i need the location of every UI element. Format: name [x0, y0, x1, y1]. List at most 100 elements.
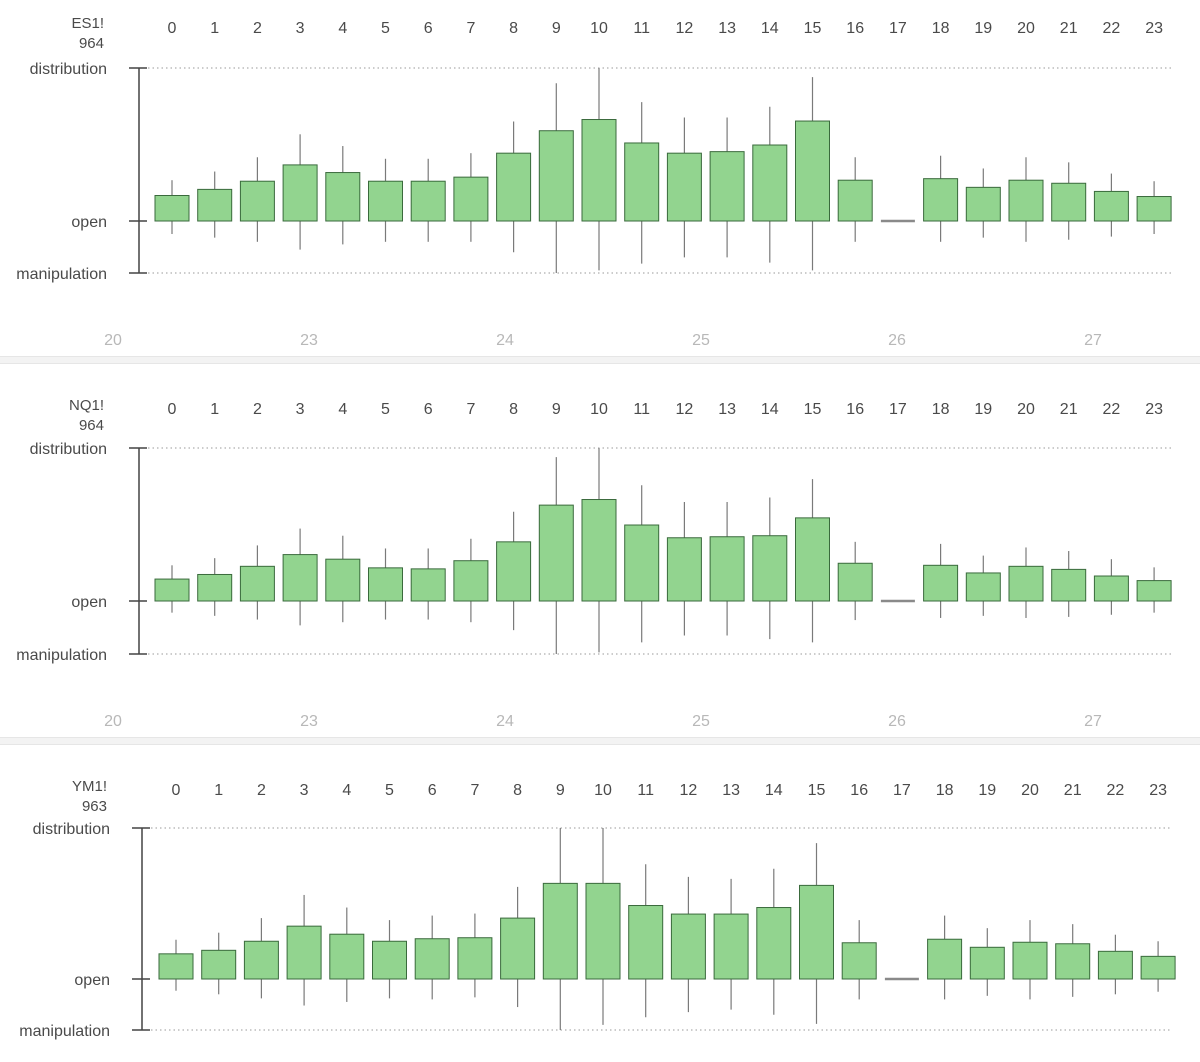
hour-tick-label: 3: [296, 401, 305, 418]
candle-body: [795, 517, 830, 602]
count-label: 964: [79, 35, 104, 52]
hour-tick-label: 15: [804, 401, 822, 418]
hour-tick-label: 16: [846, 20, 864, 37]
hour-tick-label: 12: [680, 782, 698, 799]
hour-tick-label: 18: [932, 20, 950, 37]
candle-hour-13: [713, 878, 749, 1010]
candle-body: [666, 537, 702, 602]
candle-hour-21: [1051, 162, 1087, 240]
hour-tick-label: 12: [676, 20, 694, 37]
candle-hour-3: [286, 894, 322, 1006]
candle-hour-5: [368, 548, 403, 620]
candle-hour-21: [1051, 551, 1087, 617]
candle-hour-11: [624, 102, 660, 264]
hour-tick-label: 3: [296, 20, 305, 37]
candle-hour-19: [969, 928, 1005, 996]
candle-hour-10: [581, 448, 617, 653]
day-label: 25: [692, 332, 710, 349]
y-label-manipulation: manipulation: [19, 1023, 110, 1040]
hour-tick-label: 9: [552, 20, 561, 37]
hour-tick-label: 0: [172, 782, 181, 799]
candle-body: [752, 144, 788, 222]
candle-hour-13: [709, 502, 745, 636]
hour-tick-label: 8: [509, 401, 518, 418]
candle-hour-13: [709, 117, 745, 258]
candle-body: [282, 164, 318, 222]
count-label: 964: [79, 417, 104, 434]
candle-body: [799, 884, 834, 980]
candle-hour-9: [542, 828, 578, 1030]
candle-body: [414, 938, 450, 980]
hour-tick-label: 7: [466, 401, 475, 418]
candle-body: [372, 940, 407, 980]
candle-hour-23: [1140, 941, 1176, 992]
candle-body: [243, 940, 279, 980]
y-label-open: open: [74, 972, 110, 989]
day-label: 25: [692, 713, 710, 730]
candle-hour-7: [457, 913, 493, 998]
hour-tick-label: 8: [509, 20, 518, 37]
y-label-manipulation: manipulation: [16, 647, 107, 664]
candle-hour-7: [453, 538, 489, 623]
hour-tick-label: 11: [637, 782, 654, 799]
hour-tick-label: 22: [1103, 401, 1121, 418]
candle-body: [410, 568, 446, 602]
candle-hour-9: [538, 83, 574, 273]
candle-body: [923, 564, 959, 602]
hour-tick-label: 8: [513, 782, 522, 799]
candle-hour-4: [329, 907, 365, 1002]
candle-body: [581, 119, 617, 222]
candle-body: [1055, 943, 1091, 980]
candle-hour-11: [628, 864, 664, 1018]
candle-body: [496, 541, 532, 602]
candle-body: [201, 949, 237, 980]
candle-body: [756, 907, 792, 980]
candle-hour-0: [154, 180, 190, 234]
candle-body: [624, 142, 660, 222]
hour-tick-label: 6: [424, 20, 433, 37]
candle-hour-11: [624, 485, 660, 643]
hour-tick-label: 14: [761, 20, 779, 37]
y-label-distribution: distribution: [33, 821, 110, 838]
y-label-distribution: distribution: [30, 441, 107, 458]
candle-body: [795, 120, 830, 222]
candle-body: [368, 567, 403, 602]
candle-body: [158, 953, 194, 980]
hour-tick-label: 2: [253, 20, 262, 37]
candle-hour-1: [197, 171, 233, 238]
candle-hour-5: [372, 920, 407, 999]
candle-hour-8: [496, 511, 532, 631]
candle-body: [239, 565, 275, 602]
candle-body: [969, 946, 1005, 980]
candle-body: [282, 554, 318, 602]
candle-hour-10: [581, 68, 617, 271]
hour-tick-label: 2: [253, 401, 262, 418]
candle-body: [927, 938, 963, 980]
candle-hour-15: [795, 77, 830, 271]
candle-hour-10: [585, 828, 621, 1025]
candle-hour-18: [923, 543, 959, 618]
hour-tick-label: 11: [633, 401, 650, 418]
candle-hour-6: [410, 548, 446, 620]
day-label: 20: [104, 332, 122, 349]
hour-tick-label: 21: [1060, 20, 1078, 37]
hour-tick-label: 20: [1017, 401, 1035, 418]
candle-body: [1136, 580, 1172, 602]
candle-hour-16: [841, 920, 877, 1000]
hour-tick-label: 0: [168, 20, 177, 37]
candle-body: [496, 152, 532, 222]
candle-hour-23: [1136, 181, 1172, 234]
hour-tick-label: 13: [722, 782, 740, 799]
candle-body: [1093, 575, 1129, 602]
candle-body: [713, 913, 749, 980]
hour-tick-label: 2: [257, 782, 266, 799]
hour-tick-label: 1: [210, 401, 219, 418]
panel-divider: [0, 356, 1200, 364]
candle-body: [585, 882, 621, 980]
candle-hour-20: [1008, 157, 1044, 242]
symbol-label: YM1!: [72, 778, 107, 795]
candle-hour-15: [799, 843, 834, 1024]
hour-tick-label: 11: [633, 20, 650, 37]
